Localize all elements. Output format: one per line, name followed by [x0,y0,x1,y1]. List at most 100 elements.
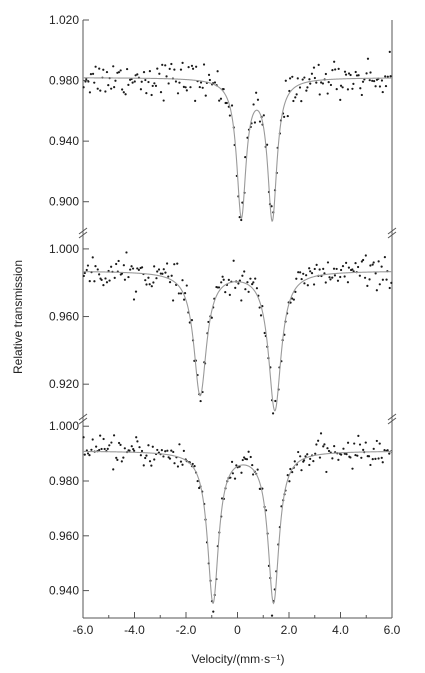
data-point [140,266,144,269]
data-point [227,278,230,281]
data-point [134,290,138,293]
panel-3: 1.000 0.980 0.960 0.940 [49,418,393,618]
data-point [246,281,249,284]
data-point [85,268,88,272]
data-point [121,88,124,91]
data-point [96,87,99,90]
data-point [333,60,336,63]
data-point [388,452,391,455]
data-point [374,457,377,460]
data-point [100,447,103,451]
data-point [270,614,274,617]
data-point [156,270,159,273]
data-point [84,80,87,83]
data-point [340,453,343,456]
data-point [161,63,164,66]
data-point [351,268,354,271]
data-point [88,453,91,457]
x-axis-title: Velocity/(mm·s⁻¹) [192,652,285,666]
data-point [295,93,298,96]
data-point [366,284,369,287]
data-point [153,265,156,268]
data-point [289,467,292,471]
data-point [120,272,124,275]
data-point [112,434,116,437]
data-point [378,283,381,286]
data-point [357,74,360,77]
data-point [183,292,187,295]
data-point [98,273,101,276]
data-point [119,69,122,72]
data-point [127,275,130,279]
data-point [255,287,259,290]
data-point [230,460,234,463]
data-point [87,80,90,83]
data-point [133,80,136,83]
data-point [187,65,190,69]
data-point [189,86,192,89]
data-point [328,276,331,279]
data-point [122,456,125,459]
data-point [313,76,316,80]
data-point [291,75,294,78]
data-point [199,81,203,84]
data-point [213,81,217,84]
data-point [346,281,350,284]
data-point [91,256,94,259]
data-point [360,260,363,263]
data-point [254,277,257,280]
data-point [381,461,384,464]
panel-2-y-tick-label: 0.920 [49,377,79,391]
data-point [318,456,322,459]
data-point [102,68,105,71]
panel-3-y-tick-label: 0.980 [49,474,79,488]
data-point [318,268,321,271]
data-point [237,282,240,285]
data-point [369,71,372,74]
data-point [182,85,185,88]
data-point [147,276,150,279]
data-point [294,290,297,293]
data-point [297,271,300,274]
data-point [383,449,386,452]
data-point [384,75,387,78]
data-point [323,272,326,275]
panel-2: 1.000 0.960 0.920 [49,232,397,425]
data-point [324,281,327,284]
data-point [181,463,184,466]
data-point [354,262,357,265]
data-point [229,476,232,479]
data-point [380,456,383,459]
data-point [318,93,321,96]
data-point [252,103,255,106]
data-point [241,274,244,277]
data-point [128,449,131,452]
data-point [154,84,158,88]
data-point [212,610,215,613]
data-point [99,89,102,92]
data-point [331,69,334,72]
data-point [384,84,388,88]
data-point [179,460,183,463]
data-point [129,268,132,271]
data-point [173,462,176,465]
data-point [147,444,150,447]
data-point [228,293,231,297]
data-point [294,96,297,99]
data-point [388,286,391,290]
data-point [148,283,151,286]
data-point [93,81,96,84]
data-point [132,448,135,451]
data-point [356,265,360,269]
data-point [102,284,105,287]
data-point [145,283,148,286]
data-point [362,448,365,451]
data-point [317,63,320,66]
data-point [247,290,250,293]
data-point [256,468,259,471]
data-point [364,254,367,257]
data-point [323,443,326,446]
data-point [114,79,117,82]
data-point [351,87,354,90]
data-point [190,318,194,322]
